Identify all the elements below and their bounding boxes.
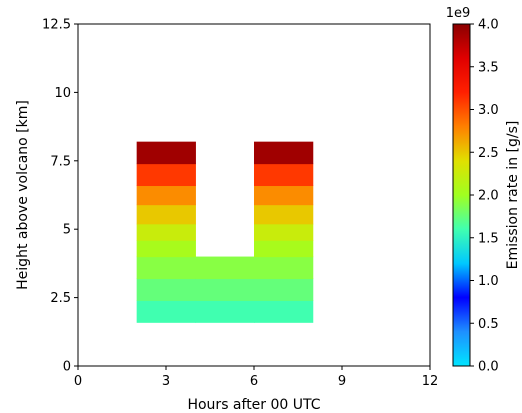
colorbar-axis: 0.0 0.5 1.0 1.5 2.0 2.5 3.0 3.5 4.0	[470, 18, 499, 375]
emission-cell	[195, 256, 255, 280]
colorbar-tick-label: 2.0	[478, 189, 499, 204]
colorbar-tick-label: 0.5	[478, 317, 499, 332]
x-axis: 0 3 6 9 12	[74, 366, 438, 389]
x-tick-label: 12	[422, 374, 439, 389]
emission-cell	[254, 256, 314, 280]
colorbar-tick-label: 4.0	[478, 18, 499, 33]
x-tick-label: 3	[162, 374, 170, 389]
colorbar-tick-label: 3.5	[478, 60, 499, 75]
y-tick-label: 12.5	[42, 18, 71, 33]
y-axis: 0 2.5 5 7.5 10 12.5	[42, 18, 78, 375]
emission-cell	[254, 163, 314, 187]
x-axis-label: Hours after 00 UTC	[187, 397, 320, 413]
y-tick-label: 5	[63, 223, 71, 238]
y-tick-label: 2.5	[50, 291, 71, 306]
emission-cell	[136, 185, 196, 206]
colorbar-label: Emission rate in [g/s]	[505, 121, 521, 270]
emission-cell	[136, 163, 196, 187]
emission-cell	[254, 204, 314, 225]
emission-cell	[195, 278, 255, 301]
emission-cell	[136, 141, 196, 165]
x-tick-label: 9	[338, 374, 346, 389]
emission-cell	[254, 278, 314, 301]
emission-cell	[254, 141, 314, 165]
emission-cell	[136, 256, 196, 280]
y-tick-label: 0	[63, 360, 71, 375]
emission-cell	[254, 300, 314, 323]
colorbar-tick-label: 0.0	[478, 360, 499, 375]
emission-cell	[136, 278, 196, 301]
emission-cell	[254, 240, 314, 258]
emission-cell	[136, 240, 196, 258]
emission-cell	[254, 185, 314, 206]
emission-cell	[136, 223, 196, 241]
emission-cell	[136, 204, 196, 225]
y-tick-label: 10	[54, 86, 71, 101]
emission-cell	[254, 223, 314, 241]
colorbar-multiplier: 1e9	[446, 6, 471, 21]
y-axis-label: Height above volcano [km]	[15, 100, 31, 290]
emission-cell	[195, 300, 255, 323]
y-tick-label: 7.5	[50, 154, 71, 169]
colorbar-tick-label: 1.0	[478, 274, 499, 289]
colorbar-tick-label: 2.5	[478, 146, 499, 161]
x-tick-label: 0	[74, 374, 82, 389]
emission-cells	[136, 141, 314, 323]
colorbar-tick-label: 1.5	[478, 231, 499, 246]
x-tick-label: 6	[250, 374, 258, 389]
emission-cell	[136, 300, 196, 323]
colorbar-tick-label: 3.0	[478, 103, 499, 118]
colorbar	[452, 23, 471, 367]
